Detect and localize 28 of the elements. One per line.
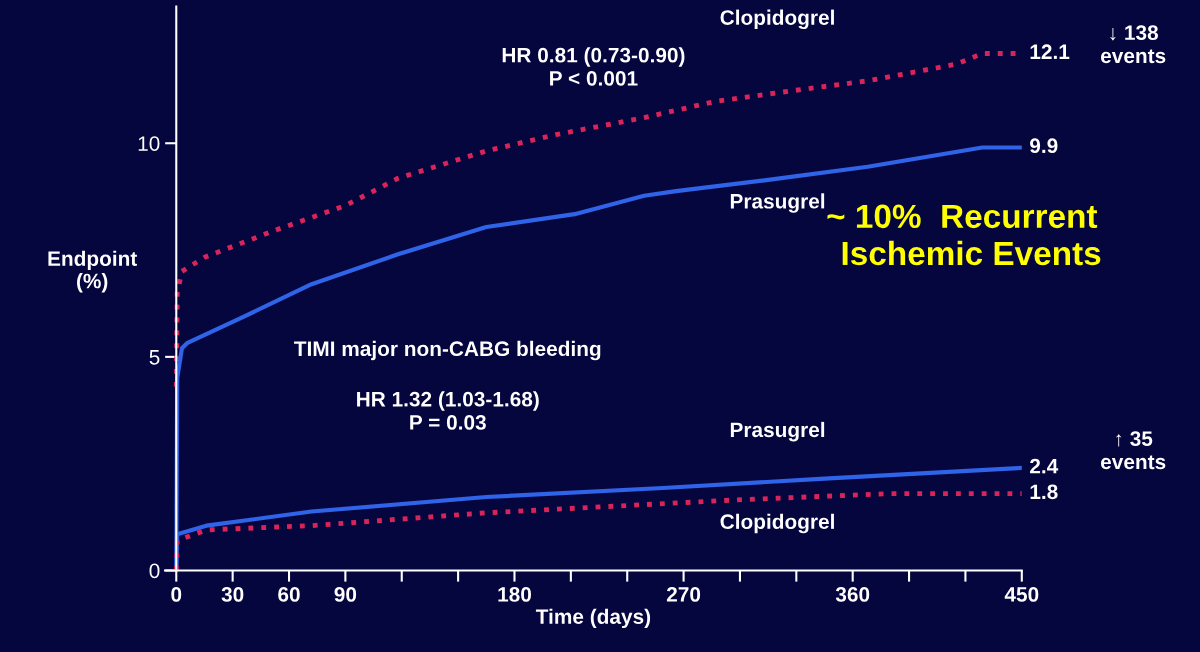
text: ↑ 35 events: [1101, 431, 1166, 470]
y-axis-title: Endpoint (%): [48, 250, 138, 293]
x-axis-title: Time (days): [535, 608, 651, 629]
x-tick-label: 60: [278, 587, 300, 602]
annotation: HR 0.81 (0.73-0.90) P < 0.001: [502, 47, 685, 86]
annotation: HR 1.32 (1.03-1.68) P = 0.03: [357, 391, 539, 430]
y-tick-label: 5: [149, 350, 160, 365]
x-tick-label: 450: [1004, 587, 1039, 602]
series-label: Prasugrel: [730, 421, 825, 442]
text: Clopidogrel: [720, 9, 834, 30]
annotation: ~ 10% Recurrent Ischemic Events: [827, 204, 1101, 266]
line-series: [173, 491, 1022, 571]
text: ↓ 138 events: [1101, 25, 1166, 64]
data-label: 9.9: [1030, 138, 1058, 154]
data-label: 12.1: [1030, 44, 1070, 59]
x-tick-label: 0: [171, 587, 182, 602]
data-label: 1.8: [1030, 484, 1058, 500]
series-label: Prasugrel: [730, 193, 825, 213]
x-tick-label: 270: [666, 587, 701, 602]
y-tick-label: 0: [149, 563, 160, 579]
x-tick-label: 90: [334, 587, 357, 602]
y-tick-label: 10: [138, 136, 160, 151]
x-tick-label: 360: [835, 587, 870, 602]
x-tick-label: 30: [221, 587, 244, 602]
data-label: 2.4: [1030, 458, 1059, 474]
series-label: Clopidogrel: [720, 513, 834, 534]
annotation: TIMI major non-CABG bleeding: [294, 340, 601, 361]
x-tick-label: 180: [498, 587, 532, 602]
